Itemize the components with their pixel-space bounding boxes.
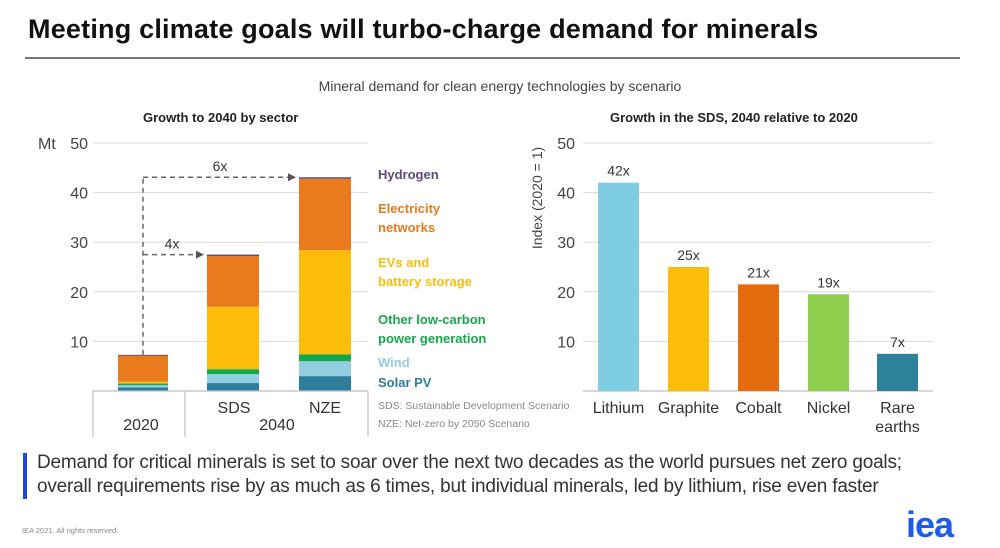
- mineral-bar: [598, 182, 639, 391]
- left-y-tick-label: 30: [70, 235, 88, 252]
- legend-item-label: Other low-carbon: [378, 312, 486, 327]
- x-group-label-2040: 2040: [259, 417, 295, 434]
- x-tick-label: earths: [875, 419, 919, 436]
- left-y-tick-label: 10: [70, 334, 88, 351]
- stacked-bar-segment: [118, 385, 168, 388]
- mineral-bar: [808, 294, 849, 391]
- stacked-bar-segment: [118, 383, 168, 386]
- mineral-bar: [877, 353, 918, 391]
- x-tick-label: Nickel: [807, 400, 851, 417]
- legend-item-label: Wind: [378, 355, 410, 370]
- stacked-bar-segment: [118, 354, 168, 356]
- stacked-bar-segment: [207, 256, 259, 307]
- x-tick-label: Cobalt: [735, 400, 782, 417]
- right-y-tick-label: 20: [557, 285, 575, 302]
- takeaway-line-2: overall requirements rise by as much as …: [37, 476, 879, 497]
- stacked-bar-segment: [118, 387, 168, 391]
- page-title: Meeting climate goals will turbo-charge …: [28, 14, 819, 44]
- bar-data-label: 42x: [607, 163, 630, 179]
- right-y-tick-label: 30: [557, 235, 575, 252]
- stacked-bar-segment: [207, 383, 259, 391]
- bar-data-label: 7x: [890, 334, 905, 350]
- takeaway-line-1: Demand for critical minerals is set to s…: [37, 452, 902, 473]
- stacked-bar-segment: [299, 177, 351, 179]
- left-y-tick-label: 40: [70, 186, 88, 203]
- bar-data-label: 25x: [677, 247, 700, 263]
- legend-item: Other low-carbon power generation: [378, 310, 486, 348]
- stacked-bar-segment: [299, 361, 351, 377]
- legend-item-label: networks: [378, 220, 436, 235]
- left-y-tick-label: 20: [70, 285, 88, 302]
- legend-item: Electricity networks: [378, 199, 440, 237]
- legend-item: Wind: [378, 353, 410, 372]
- takeaway-accent-bar: [23, 453, 27, 499]
- legend-item-label: Electricity: [378, 201, 441, 216]
- legend-item: Solar PV: [378, 373, 431, 392]
- left-chart-title: Growth to 2040 by sector: [143, 110, 299, 125]
- legend-item-label: power generation: [378, 331, 487, 346]
- right-chart-title: Growth in the SDS, 2040 relative to 2020: [610, 110, 858, 125]
- stacked-bar-segment: [299, 250, 351, 355]
- stacked-bar-segment: [299, 376, 351, 391]
- legend-item: Hydrogen: [378, 165, 439, 184]
- right-y-tick-label: 10: [557, 334, 575, 351]
- stacked-bar-segment: [299, 178, 351, 251]
- stacked-bar-segment: [207, 306, 259, 370]
- annotation-arrowhead: [196, 250, 204, 259]
- title-divider: [25, 57, 960, 59]
- bar-data-label: 19x: [817, 274, 840, 290]
- right-y-axis-label: Index (2020 = 1): [529, 147, 545, 249]
- note-sds: SDS: Sustainable Development Scenario: [378, 400, 570, 412]
- legend-item-label: Solar PV: [378, 375, 432, 390]
- x-tick-label: Lithium: [593, 400, 645, 417]
- chart-subtitle: Mineral demand for clean energy technolo…: [318, 78, 682, 94]
- right-y-tick-label: 40: [557, 186, 575, 203]
- stacked-bar-segment: [207, 254, 259, 257]
- annotation-label: 6x: [213, 158, 228, 174]
- iea-logo: iea: [906, 504, 954, 545]
- note-nze: NZE: Net-zero by 2050 Scenario: [378, 418, 530, 430]
- right-y-tick-label: 50: [557, 136, 575, 153]
- legend-item-label: Hydrogen: [378, 167, 439, 182]
- stacked-bar-segment: [299, 354, 351, 362]
- stacked-bar-segment: [207, 369, 259, 375]
- stacked-bar-segment: [118, 381, 168, 384]
- x-tick-label: Rare: [880, 400, 915, 417]
- legend-item: EVs and battery storage: [378, 253, 472, 291]
- x-tick-label: Graphite: [658, 400, 719, 417]
- legend-item-label: EVs and: [378, 255, 430, 270]
- x-tick-label-sds: SDS: [218, 400, 251, 417]
- left-y-axis-label: Mt: [38, 136, 56, 153]
- x-group-label-2020: 2020: [123, 417, 159, 434]
- annotation-arrowhead: [288, 173, 296, 182]
- bar-data-label: 21x: [747, 264, 770, 280]
- left-y-tick-label: 50: [70, 136, 88, 153]
- legend-item-label: battery storage: [378, 274, 472, 289]
- stacked-bar-segment: [118, 355, 168, 382]
- mineral-bar: [738, 284, 779, 391]
- mineral-bar: [668, 267, 709, 391]
- x-tick-label-nze: NZE: [309, 400, 341, 417]
- annotation-label: 4x: [165, 236, 180, 252]
- copyright-text: IEA 2021. All rights reserved.: [22, 526, 119, 535]
- stacked-bar-segment: [207, 374, 259, 384]
